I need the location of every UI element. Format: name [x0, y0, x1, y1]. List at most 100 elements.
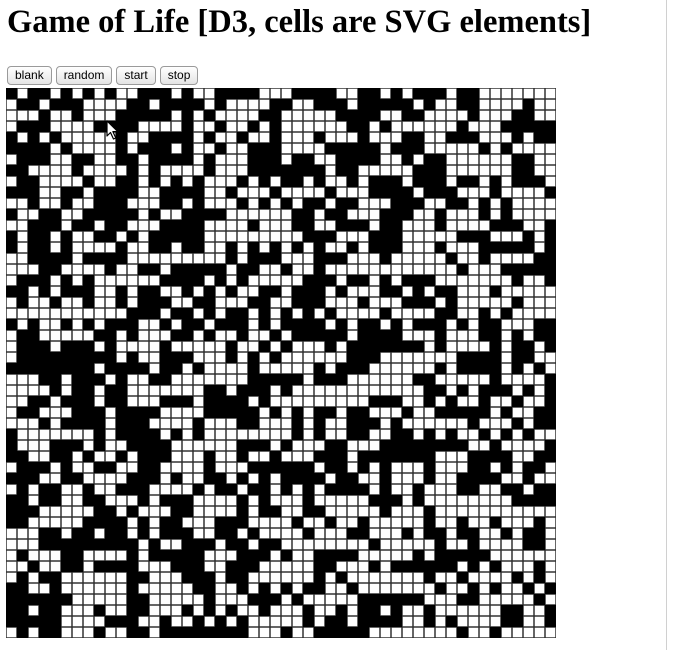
grid-cell[interactable]: [160, 616, 171, 627]
grid-cell[interactable]: [281, 209, 292, 220]
grid-cell[interactable]: [424, 385, 435, 396]
grid-cell[interactable]: [160, 451, 171, 462]
grid-cell[interactable]: [28, 418, 39, 429]
grid-cell[interactable]: [138, 385, 149, 396]
grid-cell[interactable]: [369, 341, 380, 352]
grid-cell[interactable]: [523, 319, 534, 330]
grid-cell[interactable]: [61, 429, 72, 440]
grid-cell[interactable]: [127, 550, 138, 561]
grid-cell[interactable]: [534, 264, 545, 275]
grid-cell[interactable]: [424, 374, 435, 385]
grid-cell[interactable]: [380, 209, 391, 220]
grid-cell[interactable]: [83, 484, 94, 495]
grid-cell[interactable]: [204, 330, 215, 341]
grid-cell[interactable]: [314, 627, 325, 638]
grid-cell[interactable]: [369, 264, 380, 275]
grid-cell[interactable]: [50, 242, 61, 253]
grid-cell[interactable]: [39, 583, 50, 594]
grid-cell[interactable]: [457, 473, 468, 484]
grid-cell[interactable]: [39, 341, 50, 352]
grid-cell[interactable]: [545, 473, 556, 484]
grid-cell[interactable]: [215, 176, 226, 187]
grid-cell[interactable]: [490, 572, 501, 583]
grid-cell[interactable]: [215, 352, 226, 363]
grid-cell[interactable]: [457, 418, 468, 429]
grid-cell[interactable]: [182, 121, 193, 132]
grid-cell[interactable]: [413, 242, 424, 253]
grid-cell[interactable]: [83, 627, 94, 638]
grid-cell[interactable]: [303, 506, 314, 517]
grid-cell[interactable]: [446, 187, 457, 198]
grid-cell[interactable]: [105, 396, 116, 407]
grid-cell[interactable]: [94, 429, 105, 440]
grid-cell[interactable]: [325, 319, 336, 330]
grid-cell[interactable]: [435, 308, 446, 319]
grid-cell[interactable]: [270, 330, 281, 341]
grid-cell[interactable]: [259, 627, 270, 638]
grid-cell[interactable]: [325, 440, 336, 451]
grid-cell[interactable]: [28, 121, 39, 132]
grid-cell[interactable]: [501, 484, 512, 495]
grid-cell[interactable]: [248, 121, 259, 132]
grid-cell[interactable]: [336, 319, 347, 330]
grid-cell[interactable]: [6, 253, 17, 264]
grid-cell[interactable]: [182, 627, 193, 638]
grid-cell[interactable]: [369, 462, 380, 473]
grid-cell[interactable]: [512, 253, 523, 264]
grid-cell[interactable]: [204, 550, 215, 561]
grid-cell[interactable]: [468, 275, 479, 286]
grid-cell[interactable]: [17, 506, 28, 517]
grid-cell[interactable]: [6, 528, 17, 539]
grid-cell[interactable]: [391, 132, 402, 143]
grid-cell[interactable]: [105, 572, 116, 583]
grid-cell[interactable]: [479, 374, 490, 385]
grid-cell[interactable]: [193, 440, 204, 451]
grid-cell[interactable]: [127, 99, 138, 110]
grid-cell[interactable]: [39, 209, 50, 220]
grid-cell[interactable]: [402, 231, 413, 242]
grid-cell[interactable]: [413, 231, 424, 242]
grid-cell[interactable]: [303, 396, 314, 407]
grid-cell[interactable]: [226, 319, 237, 330]
grid-cell[interactable]: [259, 176, 270, 187]
grid-cell[interactable]: [50, 209, 61, 220]
grid-cell[interactable]: [545, 341, 556, 352]
grid-cell[interactable]: [127, 242, 138, 253]
grid-cell[interactable]: [39, 286, 50, 297]
grid-cell[interactable]: [182, 374, 193, 385]
grid-cell[interactable]: [193, 132, 204, 143]
grid-cell[interactable]: [325, 539, 336, 550]
grid-cell[interactable]: [336, 209, 347, 220]
grid-cell[interactable]: [138, 99, 149, 110]
grid-cell[interactable]: [391, 561, 402, 572]
grid-cell[interactable]: [248, 550, 259, 561]
grid-cell[interactable]: [523, 539, 534, 550]
grid-cell[interactable]: [468, 297, 479, 308]
grid-cell[interactable]: [116, 627, 127, 638]
grid-cell[interactable]: [149, 550, 160, 561]
grid-cell[interactable]: [105, 429, 116, 440]
grid-cell[interactable]: [358, 627, 369, 638]
grid-cell[interactable]: [83, 99, 94, 110]
grid-cell[interactable]: [435, 330, 446, 341]
grid-cell[interactable]: [391, 242, 402, 253]
grid-cell[interactable]: [314, 517, 325, 528]
grid-cell[interactable]: [171, 264, 182, 275]
grid-cell[interactable]: [83, 330, 94, 341]
game-board[interactable]: [6, 88, 556, 638]
grid-cell[interactable]: [435, 264, 446, 275]
grid-cell[interactable]: [512, 110, 523, 121]
grid-cell[interactable]: [50, 275, 61, 286]
grid-cell[interactable]: [314, 440, 325, 451]
grid-cell[interactable]: [160, 528, 171, 539]
grid-cell[interactable]: [501, 451, 512, 462]
grid-cell[interactable]: [391, 539, 402, 550]
grid-cell[interactable]: [116, 506, 127, 517]
grid-cell[interactable]: [501, 297, 512, 308]
grid-cell[interactable]: [204, 572, 215, 583]
grid-cell[interactable]: [457, 187, 468, 198]
grid-cell[interactable]: [435, 286, 446, 297]
grid-cell[interactable]: [325, 528, 336, 539]
grid-cell[interactable]: [391, 308, 402, 319]
grid-cell[interactable]: [226, 264, 237, 275]
